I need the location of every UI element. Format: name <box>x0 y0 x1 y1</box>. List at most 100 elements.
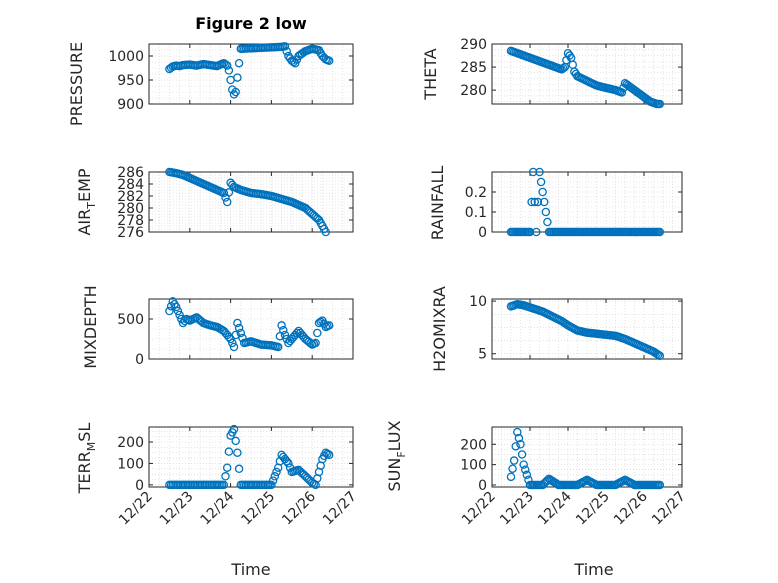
data-point <box>509 456 519 465</box>
series-markers <box>506 167 665 237</box>
x-tick-label: 12/26 <box>279 488 319 528</box>
x-tick-label: 12/27 <box>649 489 689 529</box>
data-point <box>655 227 665 237</box>
y-tick-label: 1000 <box>108 49 144 65</box>
axes-box <box>148 171 354 233</box>
data-point <box>522 470 532 480</box>
series-markers <box>165 42 334 99</box>
data-point <box>280 330 290 340</box>
subplot-terr-msl: TERRMSL 0 100 200 12/22 12/23 12/24 12/25 12/26… <box>75 423 360 529</box>
data-point <box>530 197 540 207</box>
subplot-theta: THETA 280 285 290 <box>421 37 683 109</box>
data-point <box>234 58 244 68</box>
axes-box <box>491 43 683 105</box>
x-tick-label: 12/27 <box>320 489 360 529</box>
x-tick-label: 12/24 <box>198 488 238 528</box>
y-tick-label: 100 <box>460 458 487 474</box>
data-point <box>323 449 332 459</box>
y-tick-label: 0 <box>135 352 144 368</box>
data-point <box>231 436 240 446</box>
data-point <box>527 197 536 207</box>
subplot-mixdepth: MIXDEPTH 0 500 <box>81 285 354 369</box>
data-point <box>321 227 331 237</box>
data-point <box>532 227 541 237</box>
data-point <box>226 334 235 344</box>
series-markers <box>165 297 334 352</box>
data-point <box>655 480 665 490</box>
data-point <box>568 60 578 70</box>
data-point <box>654 350 663 360</box>
y-axis-label-pressure: PRESSURE <box>67 42 86 126</box>
y-tick-label: 10 <box>469 294 487 310</box>
y-tick-label: 280 <box>460 83 487 99</box>
data-point <box>236 328 246 338</box>
data-point <box>528 167 538 177</box>
data-point <box>617 88 627 97</box>
y-tick-label: 0.2 <box>465 185 487 201</box>
data-point <box>541 207 551 217</box>
data-point <box>219 188 229 198</box>
y-tick-label: 285 <box>460 60 487 76</box>
data-point <box>284 459 293 468</box>
data-point <box>233 318 242 328</box>
subplot-h2omixra: H2OMIXRA 5 10 <box>430 286 683 372</box>
y-tick-label: 200 <box>117 435 144 451</box>
data-point <box>221 193 230 202</box>
series-markers <box>506 46 665 109</box>
y-axis-label-air-temp: AIRTEMP <box>75 168 98 235</box>
series-markers <box>165 424 334 490</box>
series-markers <box>165 167 331 237</box>
data-point <box>311 338 320 348</box>
data-point <box>229 342 239 352</box>
data-point <box>525 227 535 237</box>
series-markers <box>506 300 665 361</box>
data-point <box>513 427 522 437</box>
y-tick-label: 280 <box>117 201 144 217</box>
y-axis-label-theta: THETA <box>421 48 440 100</box>
data-point <box>282 457 291 466</box>
data-point <box>175 310 184 320</box>
data-point <box>280 42 290 51</box>
data-point <box>231 87 240 97</box>
y-axis-label-h2omixra: H2OMIXRA <box>430 286 449 372</box>
data-point <box>324 321 334 330</box>
data-point <box>324 450 334 460</box>
data-point <box>536 177 546 187</box>
y-tick-label: 950 <box>117 73 144 89</box>
y-tick-label: 5 <box>478 347 487 363</box>
data-point <box>282 46 291 56</box>
data-point <box>516 440 525 449</box>
figure-title: Figure 2 low <box>195 14 307 33</box>
x-axis-label-right: Time <box>573 560 613 579</box>
data-point <box>324 56 334 66</box>
y-tick-label: 900 <box>117 97 144 113</box>
data-point <box>229 424 239 434</box>
data-point <box>277 321 286 330</box>
data-point <box>535 167 544 177</box>
subplot-pressure: PRESSURE 900 950 1000 <box>67 42 354 126</box>
data-point <box>234 323 244 333</box>
y-axis-label-rainfall: RAINFALL <box>428 166 447 241</box>
data-point <box>222 197 232 207</box>
y-tick-label: 278 <box>117 213 144 229</box>
data-point <box>171 302 181 312</box>
grid <box>492 172 682 232</box>
grid <box>149 427 353 487</box>
x-tick-label: 12/22 <box>116 489 156 529</box>
data-point <box>292 328 302 338</box>
x-tick-label: 12/24 <box>535 488 575 528</box>
x-tick-label: 12/25 <box>573 489 613 529</box>
data-point <box>165 306 174 316</box>
x-tick-label: 12/22 <box>459 489 499 529</box>
data-point <box>506 472 516 482</box>
y-tick-label: 0.1 <box>465 205 487 221</box>
data-point <box>222 463 232 472</box>
data-point <box>268 476 278 485</box>
y-tick-label: 500 <box>117 312 144 328</box>
y-tick-label: 0 <box>478 225 487 241</box>
y-tick-label: 290 <box>460 37 487 53</box>
data-point <box>267 480 276 490</box>
data-point <box>543 217 552 227</box>
